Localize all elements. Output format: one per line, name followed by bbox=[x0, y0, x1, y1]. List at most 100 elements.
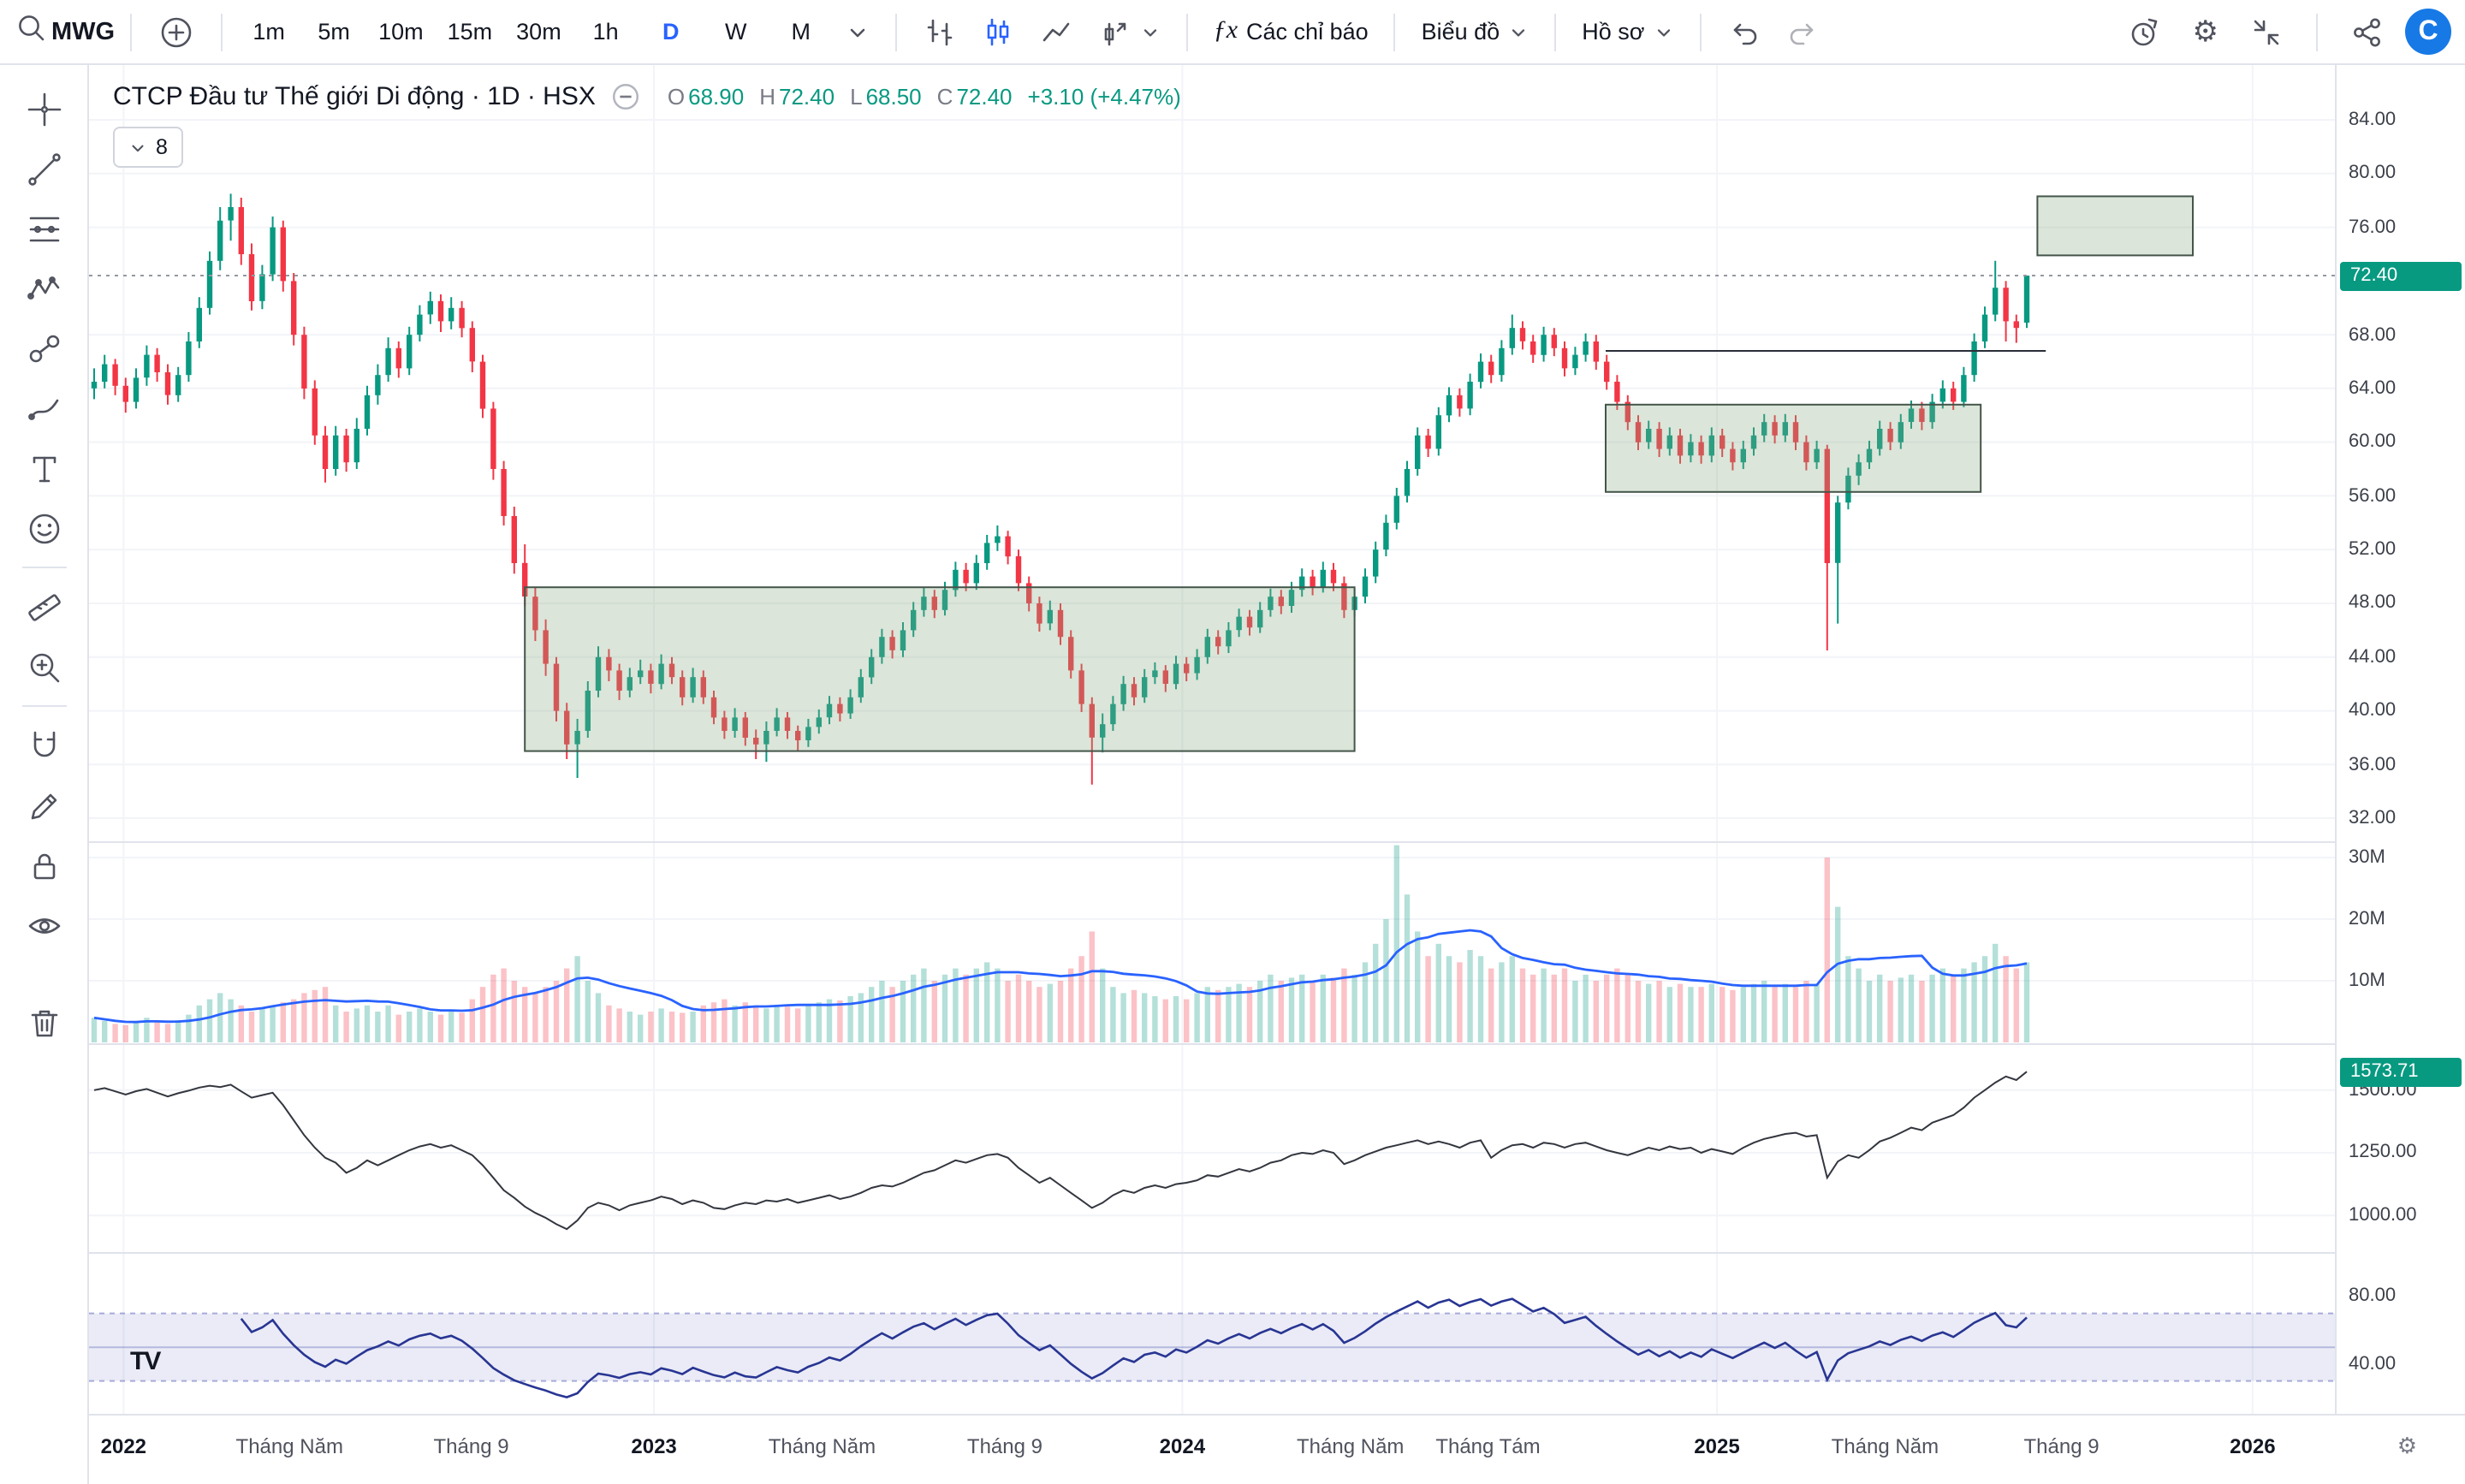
indicators-label: Các chỉ báo bbox=[1246, 19, 1369, 45]
toolbar-divider bbox=[1699, 13, 1702, 50]
profile-button[interactable]: Hồ sơ bbox=[1571, 8, 1684, 56]
price-axis-label: 36.00 bbox=[2349, 754, 2397, 775]
chart-legend: CTCP Đầu tư Thế giới Di động · 1D · HSX … bbox=[113, 82, 1181, 168]
time-axis[interactable]: ⚙ 2022 Tháng Năm Tháng 9 2023 Tháng Năm Tháng… bbox=[89, 1414, 2465, 1484]
redo-button[interactable] bbox=[1774, 8, 1829, 56]
time-axis-month-label: Tháng Năm bbox=[235, 1434, 343, 1458]
price-axis[interactable]: 84.00 80.00 76.00 68.00 64.00 60.00 56.00 52.00… bbox=[2335, 65, 2465, 1414]
timeframe-list: 1m 5m 10m 15m 30m 1h D W M bbox=[238, 9, 832, 54]
high-value: 72.40 bbox=[779, 84, 835, 110]
drawing-toolbar bbox=[0, 65, 89, 1484]
toolbar-divider bbox=[1554, 13, 1557, 50]
alert-clock-icon[interactable] bbox=[2116, 8, 2172, 56]
tradingview-logo[interactable]: TV bbox=[130, 1347, 161, 1376]
time-axis-year-label: 2025 bbox=[1694, 1434, 1740, 1458]
high-label: H bbox=[759, 84, 775, 110]
hide-series-icon[interactable] bbox=[611, 82, 640, 111]
volume-axis-label: 30M bbox=[2349, 847, 2385, 868]
price-chart-canvas[interactable] bbox=[89, 65, 2335, 1414]
price-axis-label: 84.00 bbox=[2349, 110, 2397, 130]
chart-layout-button[interactable]: Biểu đồ bbox=[1411, 8, 1540, 56]
toolbar-divider bbox=[2316, 13, 2318, 50]
hide-drawings-eye-icon[interactable] bbox=[11, 895, 76, 955]
toolbar-divider bbox=[130, 13, 133, 50]
undo-button[interactable] bbox=[1716, 8, 1771, 56]
collapse-fullscreen-icon[interactable] bbox=[2239, 8, 2294, 56]
remove-drawings-trash-icon[interactable] bbox=[11, 993, 76, 1053]
timeframe-button-10m[interactable]: 10m bbox=[378, 19, 424, 45]
candles-style-icon[interactable] bbox=[971, 8, 1025, 56]
toolbar-divider bbox=[894, 13, 897, 50]
settings-gear-icon[interactable]: ⚙ bbox=[2183, 8, 2230, 56]
magnet-tool-icon[interactable] bbox=[11, 715, 76, 775]
timeframe-button-30m[interactable]: 30m bbox=[516, 19, 561, 45]
volume-axis-label: 20M bbox=[2349, 909, 2385, 929]
close-value: 72.40 bbox=[956, 84, 1013, 110]
search-icon bbox=[14, 10, 48, 53]
add-symbol-button[interactable] bbox=[147, 8, 205, 56]
price-axis-label: 32.00 bbox=[2349, 808, 2397, 829]
top-toolbar: MWG 1m 5m 10m 15m 30m 1h D W M ƒx Các chỉ báo bbox=[0, 0, 2465, 65]
ruler-tool-icon[interactable] bbox=[11, 577, 76, 637]
low-label: L bbox=[850, 84, 863, 110]
bar-style-icon[interactable] bbox=[912, 8, 967, 56]
time-axis-year-label: 2023 bbox=[631, 1434, 677, 1458]
symbol-search[interactable]: MWG bbox=[14, 10, 115, 53]
broker-logo[interactable]: C bbox=[2405, 9, 2451, 55]
price-axis-label: 60.00 bbox=[2349, 431, 2397, 453]
line-style-icon[interactable] bbox=[1029, 8, 1084, 56]
time-axis-month-label: Tháng Tám bbox=[1435, 1434, 1541, 1458]
indicators-collapse-pill[interactable]: 8 bbox=[113, 127, 183, 168]
timeframe-menu-chevron[interactable] bbox=[835, 8, 880, 56]
lock-tool-icon[interactable] bbox=[11, 835, 76, 895]
price-axis-label: 44.00 bbox=[2349, 646, 2397, 668]
price-axis-label: 76.00 bbox=[2349, 217, 2397, 238]
symbol-title[interactable]: CTCP Đầu tư Thế giới Di động · 1D · HSX bbox=[113, 82, 596, 111]
forecast-tool-icon[interactable] bbox=[11, 318, 76, 378]
timeframe-button-15m[interactable]: 15m bbox=[447, 19, 493, 45]
time-axis-month-label: Tháng Năm bbox=[1831, 1434, 1939, 1458]
toolbar-divider bbox=[21, 567, 66, 568]
price-axis-label: 52.00 bbox=[2349, 539, 2397, 561]
text-tool-icon[interactable] bbox=[11, 438, 76, 498]
time-axis-year-label: 2024 bbox=[1159, 1434, 1206, 1458]
fib-retracement-tool-icon[interactable] bbox=[11, 199, 76, 258]
ohlc-values: O 68.90 H 72.40 L 68.50 C 72.40 +3.10 (+4.47… bbox=[656, 84, 1181, 110]
time-axis-month-label: Tháng 9 bbox=[2023, 1434, 2100, 1458]
open-label: O bbox=[667, 84, 686, 110]
timeframe-button-5m[interactable]: 5m bbox=[318, 19, 350, 45]
index-axis-label: 1000.00 bbox=[2349, 1205, 2417, 1226]
price-axis-label: 68.00 bbox=[2349, 324, 2397, 346]
fx-icon: ƒx bbox=[1213, 17, 1238, 45]
timeframe-button-D[interactable]: D bbox=[662, 19, 680, 45]
chevron-down-icon bbox=[132, 144, 144, 151]
symbol-name[interactable]: MWG bbox=[51, 18, 116, 45]
pattern-tool-icon[interactable] bbox=[11, 258, 76, 318]
chart-area[interactable]: CTCP Đầu tư Thế giới Di động · 1D · HSX … bbox=[89, 65, 2335, 1414]
crosshair-tool-icon[interactable] bbox=[11, 79, 76, 139]
index-axis-label: 1250.00 bbox=[2349, 1142, 2417, 1163]
timeframe-button-W[interactable]: W bbox=[724, 19, 747, 45]
time-axis-year-label: 2026 bbox=[2230, 1434, 2276, 1458]
toolbar-divider bbox=[221, 13, 223, 50]
drawing-lock-pencil-icon[interactable] bbox=[11, 775, 76, 835]
indicators-button[interactable]: ƒx Các chỉ báo bbox=[1203, 8, 1379, 56]
low-value: 68.50 bbox=[865, 84, 922, 110]
rsi-axis-label: 40.00 bbox=[2349, 1353, 2397, 1374]
zoom-tool-icon[interactable] bbox=[11, 637, 76, 697]
indicators-count: 8 bbox=[156, 135, 168, 159]
share-icon[interactable] bbox=[2340, 8, 2395, 56]
timeframe-button-1m[interactable]: 1m bbox=[252, 19, 285, 45]
volume-axis-label: 10M bbox=[2349, 971, 2385, 991]
timeframe-button-1h[interactable]: 1h bbox=[592, 19, 619, 45]
toolbar-divider bbox=[1185, 13, 1188, 50]
brush-tool-icon[interactable] bbox=[11, 378, 76, 438]
close-label: C bbox=[936, 84, 953, 110]
emoji-tool-icon[interactable] bbox=[11, 498, 76, 558]
trend-line-tool-icon[interactable] bbox=[11, 139, 76, 199]
toolbar-divider bbox=[1393, 13, 1396, 50]
timeframe-button-M[interactable]: M bbox=[791, 19, 811, 45]
axis-settings-gear-icon[interactable]: ⚙ bbox=[2397, 1433, 2417, 1458]
indicator-candle-icon[interactable] bbox=[1087, 8, 1171, 56]
